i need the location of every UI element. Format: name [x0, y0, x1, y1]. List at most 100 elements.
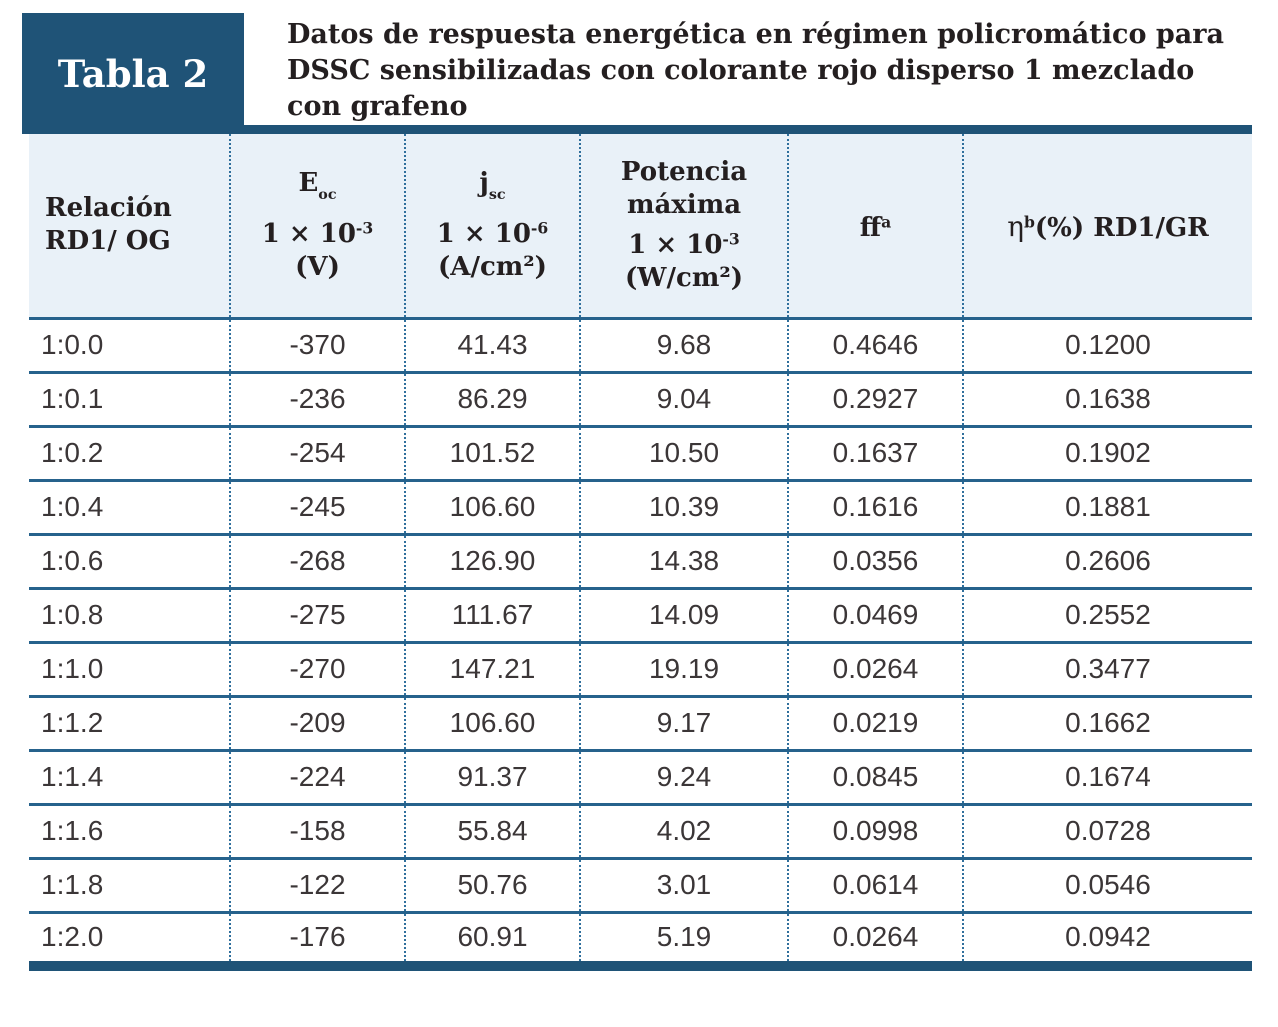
- table-row: 1:0.4 -245 106.60 10.39 0.1616 0.1881: [29, 478, 1252, 534]
- cell-value: -254: [230, 424, 406, 480]
- cell-value: 10.50: [580, 424, 789, 480]
- cell-value: 0.2552: [963, 586, 1252, 642]
- eoc-factor: 1 × 10-3: [261, 218, 374, 249]
- table-row: 1:0.2 -254 101.52 10.50 0.1637 0.1902: [29, 424, 1252, 480]
- cell-value: 0.1662: [963, 694, 1252, 750]
- cell-value: 0.1637: [788, 424, 964, 480]
- cell-value: 0.0219: [788, 694, 964, 750]
- table-caption-line-2: DSSC sensibilizadas con colorante rojo d…: [287, 55, 1195, 86]
- cell-value: 111.67: [405, 586, 581, 642]
- cell-value: 10.39: [580, 478, 789, 534]
- cell-value: 0.0728: [963, 802, 1252, 858]
- cell-value: 106.60: [405, 694, 581, 750]
- table-caption: Datos de respuesta energética en régimen…: [287, 17, 1262, 125]
- cell-relacion: 1:0.6: [29, 532, 231, 588]
- jsc-exponent: -6: [530, 218, 549, 238]
- table-header: Relación RD1/ OG Eoc 1 × 10-3 (V) jsc 1 …: [29, 134, 1252, 320]
- cell-value: 0.1881: [963, 478, 1252, 534]
- cell-value: 50.76: [405, 856, 581, 912]
- cell-value: 0.1616: [788, 478, 964, 534]
- table-row: 1:2.0 -176 60.91 5.19 0.0264 0.0942: [29, 910, 1252, 966]
- eoc-symbol: Eoc: [298, 167, 337, 203]
- cell-relacion: 1:1.2: [29, 694, 231, 750]
- table-row: 1:0.0 -370 41.43 9.68 0.4646 0.1200: [29, 316, 1252, 372]
- table-caption-line-1: Datos de respuesta energética en régimen…: [287, 19, 1224, 50]
- cell-value: -209: [230, 694, 406, 750]
- dssc-data-table: Relación RD1/ OG Eoc 1 × 10-3 (V) jsc 1 …: [29, 134, 1252, 971]
- table-row: 1:1.0 -270 147.21 19.19 0.0264 0.3477: [29, 640, 1252, 696]
- cell-value: -268: [230, 532, 406, 588]
- cell-value: 147.21: [405, 640, 581, 696]
- header-rule-bar: [29, 125, 1252, 134]
- cell-value: 0.3477: [963, 640, 1252, 696]
- cell-value: 9.17: [580, 694, 789, 750]
- eta-footnote-marker: b: [1023, 212, 1035, 232]
- cell-value: 3.01: [580, 856, 789, 912]
- eoc-unit: (V): [295, 251, 340, 282]
- cell-relacion: 1:1.6: [29, 802, 231, 858]
- column-header-eoc: Eoc 1 × 10-3 (V): [230, 134, 406, 320]
- cell-relacion: 1:0.8: [29, 586, 231, 642]
- table-row: 1:0.1 -236 86.29 9.04 0.2927 0.1638: [29, 370, 1252, 426]
- column-header-relacion: Relación RD1/ OG: [29, 134, 231, 320]
- cell-value: -275: [230, 586, 406, 642]
- cell-value: 106.60: [405, 478, 581, 534]
- table-row: 1:1.8 -122 50.76 3.01 0.0614 0.0546: [29, 856, 1252, 912]
- column-header-ff: ffa: [788, 134, 964, 320]
- cell-value: 60.91: [405, 910, 581, 966]
- table-body: 1:0.0 -370 41.43 9.68 0.4646 0.1200 1:0.1 -236 8…: [29, 316, 1252, 966]
- pmax-exponent: -3: [722, 228, 740, 248]
- cell-value: 9.24: [580, 748, 789, 804]
- cell-value: 0.2606: [963, 532, 1252, 588]
- table-caption-line-3: con grafeno: [287, 91, 468, 122]
- table-row: 1:1.2 -209 106.60 9.17 0.0219 0.1662: [29, 694, 1252, 750]
- column-header-jsc: jsc 1 × 10-6 (A/cm²): [405, 134, 581, 320]
- table-number-badge: Tabla 2: [22, 13, 244, 134]
- table-number-label: Tabla 2: [57, 51, 209, 96]
- cell-value: 14.09: [580, 586, 789, 642]
- table-header-row: Relación RD1/ OG Eoc 1 × 10-3 (V) jsc 1 …: [29, 134, 1252, 320]
- relacion-line-1: Relación: [45, 193, 172, 224]
- column-header-potencia-maxima: Potencia máxima 1 × 10-3 (W/cm²): [580, 134, 789, 320]
- cell-relacion: 1:1.0: [29, 640, 231, 696]
- cell-value: 0.2927: [788, 370, 964, 426]
- cell-value: -236: [230, 370, 406, 426]
- cell-value: 14.38: [580, 532, 789, 588]
- cell-relacion: 1:2.0: [29, 910, 231, 966]
- pmax-line-1: Potencia: [620, 156, 748, 187]
- eoc-subscript: oc: [318, 186, 337, 203]
- column-header-eta: ηb(%) RD1/GR: [963, 134, 1252, 320]
- table-row: 1:0.6 -268 126.90 14.38 0.0356 0.2606: [29, 532, 1252, 588]
- ff-symbol: ffa: [859, 212, 892, 244]
- cell-value: -270: [230, 640, 406, 696]
- cell-value: 0.0614: [788, 856, 964, 912]
- cell-value: 86.29: [405, 370, 581, 426]
- cell-relacion: 1:0.1: [29, 370, 231, 426]
- jsc-factor: 1 × 10-6: [436, 218, 549, 249]
- cell-value: -122: [230, 856, 406, 912]
- cell-value: 0.1902: [963, 424, 1252, 480]
- cell-relacion: 1:0.2: [29, 424, 231, 480]
- relacion-line-2: RD1/ OG: [45, 226, 171, 257]
- cell-value: 19.19: [580, 640, 789, 696]
- cell-value: -158: [230, 802, 406, 858]
- cell-value: 0.0546: [963, 856, 1252, 912]
- eoc-exponent: -3: [355, 218, 374, 238]
- cell-value: 0.1674: [963, 748, 1252, 804]
- cell-value: 0.1638: [963, 370, 1252, 426]
- table-row: 1:1.6 -158 55.84 4.02 0.0998 0.0728: [29, 802, 1252, 858]
- cell-value: 126.90: [405, 532, 581, 588]
- cell-value: 9.68: [580, 316, 789, 372]
- cell-value: -176: [230, 910, 406, 966]
- cell-relacion: 1:0.0: [29, 316, 231, 372]
- cell-value: 91.37: [405, 748, 581, 804]
- cell-value: 0.0356: [788, 532, 964, 588]
- cell-value: 0.0264: [788, 640, 964, 696]
- jsc-unit: (A/cm²): [437, 251, 547, 282]
- cell-relacion: 1:1.8: [29, 856, 231, 912]
- cell-relacion: 1:1.4: [29, 748, 231, 804]
- jsc-subscript: sc: [488, 186, 506, 203]
- cell-relacion: 1:0.4: [29, 478, 231, 534]
- cell-value: 55.84: [405, 802, 581, 858]
- cell-value: 0.0469: [788, 586, 964, 642]
